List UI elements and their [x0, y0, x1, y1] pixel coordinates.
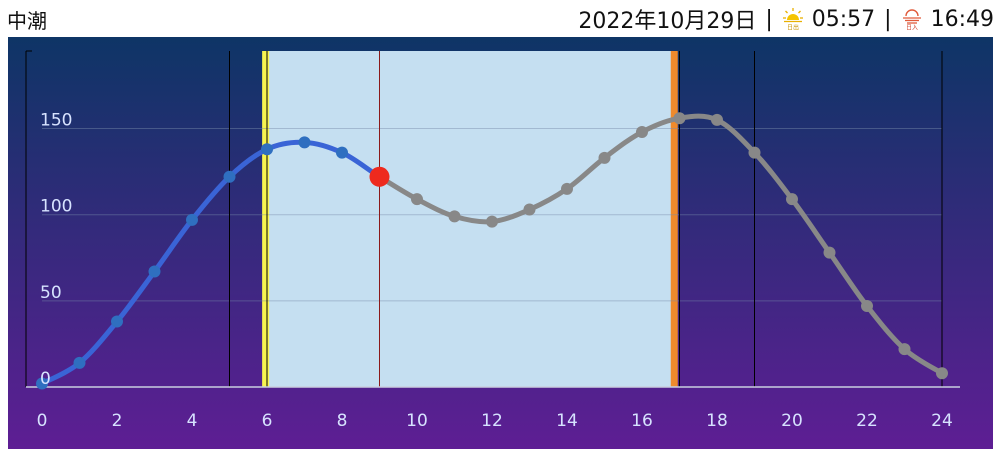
sunset-icon: 日入: [902, 9, 921, 32]
tide-type-label: 中潮: [7, 9, 47, 33]
date-text: 2022年10月29日: [578, 9, 757, 34]
tide-point: [598, 151, 611, 164]
separator: |: [884, 6, 892, 32]
tide-point: [336, 146, 348, 159]
sunrise-band: [262, 51, 270, 387]
x-tick-label: 24: [931, 411, 953, 431]
x-tick-label: 10: [406, 411, 428, 431]
x-tick-label: 12: [481, 411, 503, 431]
tide-point: [448, 210, 461, 223]
forecast-tide-line: [377, 113, 945, 376]
separator: |: [765, 6, 773, 32]
sunset-icon-label: 日入: [906, 25, 918, 32]
x-tick-label: 16: [631, 411, 653, 431]
x-tick-label: 20: [781, 411, 803, 431]
tide-point: [36, 377, 48, 390]
tide-point: [73, 356, 86, 369]
tide-point: [861, 300, 873, 313]
x-tick-label: 22: [856, 411, 878, 431]
tide-point: [786, 193, 798, 206]
x-tick-label: 8: [337, 411, 348, 431]
sunrise-time: 05:57: [811, 6, 876, 32]
x-tick-label: 4: [187, 411, 198, 431]
tide-point: [673, 112, 686, 125]
tide-point: [898, 343, 911, 356]
sunrise-icon-label: 日出: [787, 24, 799, 32]
x-tick-label: 6: [262, 411, 273, 431]
x-tick-label: 14: [556, 411, 578, 431]
sunset-band: [670, 51, 678, 387]
tide-point: [823, 246, 836, 259]
tide-point: [261, 143, 273, 156]
past-tide-line: [39, 139, 382, 387]
sunset-time: 16:49: [930, 6, 994, 32]
tide-point: [486, 215, 498, 228]
tide-point: [298, 136, 311, 149]
tide-point: [411, 193, 423, 206]
y-tick-label: 150: [40, 111, 72, 131]
y-tick-label: 100: [40, 197, 72, 217]
x-tick-label: 0: [37, 411, 48, 431]
tide-point: [711, 113, 723, 126]
y-tick-label: 50: [40, 283, 62, 303]
sun-info: 2022年10月29日 | 日出 05:57 | 日入 16:: [578, 3, 994, 35]
tide-point: [111, 315, 123, 328]
tide-point: [223, 170, 236, 183]
sunrise-icon: 日出: [782, 8, 803, 32]
tide-point: [561, 182, 573, 195]
x-tick-label: 18: [706, 411, 728, 431]
tide-point: [748, 146, 761, 159]
tide-point: [186, 213, 198, 226]
current-tide-marker: [369, 166, 390, 187]
header-bar: 中潮 2022年10月29日 | 日出 05:57 | 日入: [0, 0, 1000, 36]
y-tick-label: 0: [40, 369, 51, 389]
tide-point: [936, 367, 948, 380]
tide-point: [523, 203, 536, 216]
tide-point: [636, 125, 648, 138]
x-tick-label: 2: [112, 411, 123, 431]
tide-point: [148, 265, 161, 278]
